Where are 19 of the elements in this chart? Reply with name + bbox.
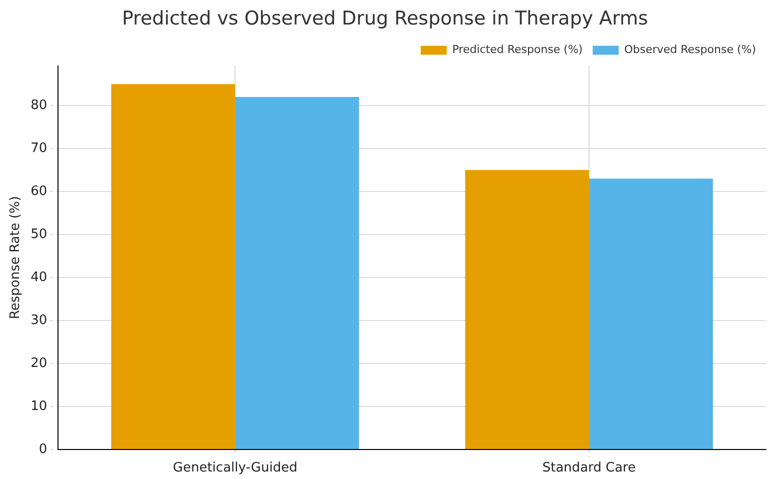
y-axis-title: Response Rate (%) xyxy=(8,196,24,320)
bar xyxy=(111,84,236,449)
y-tick-label: 80 xyxy=(30,98,48,113)
y-tick-label: 50 xyxy=(30,226,48,242)
y-tick-label: 20 xyxy=(30,356,48,371)
chart-title: Predicted vs Observed Drug Response in Therapy Arms xyxy=(122,7,648,30)
y-tick-label: 70 xyxy=(30,140,48,156)
bar xyxy=(465,170,590,449)
y-tick-label: 60 xyxy=(30,184,48,199)
legend-label: Predicted Response (%) xyxy=(452,43,583,56)
y-tick-label: 30 xyxy=(30,312,48,328)
bar xyxy=(235,96,359,449)
y-tick-label: 10 xyxy=(30,398,48,414)
x-tick-label: Genetically-Guided xyxy=(172,460,298,476)
legend-label: Observed Response (%) xyxy=(624,43,756,56)
x-tick-label: Standard Care xyxy=(542,460,636,476)
y-tick-label: 0 xyxy=(38,442,48,457)
y-tick-label: 40 xyxy=(30,270,48,285)
bar xyxy=(589,178,713,449)
